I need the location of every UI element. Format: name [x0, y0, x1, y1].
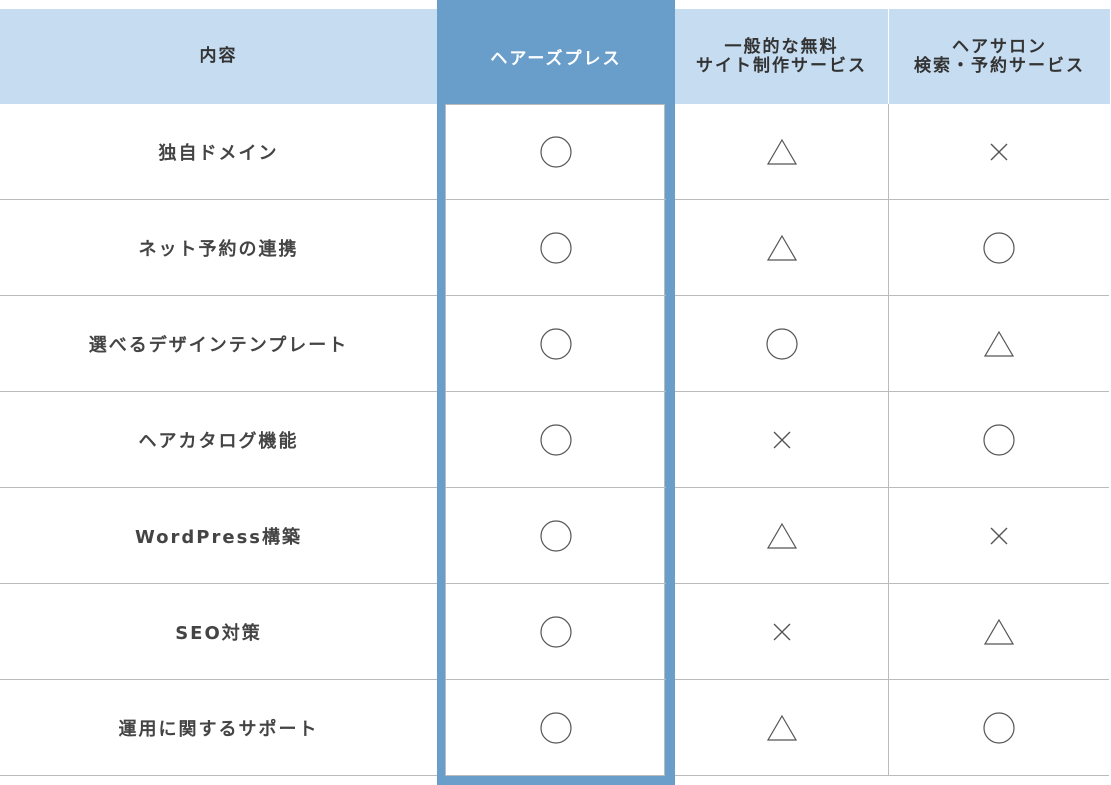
circle-icon — [540, 232, 572, 264]
circle-icon — [983, 232, 1015, 264]
cross-icon — [989, 142, 1009, 162]
featured-row-divider — [446, 391, 666, 392]
cell-salon-search-service — [889, 104, 1109, 200]
header-featured: ヘアーズプレス — [490, 49, 622, 69]
cell-free-site-service — [675, 104, 888, 200]
cross-icon — [989, 526, 1009, 546]
triangle-icon — [766, 523, 797, 549]
cell-featured — [446, 584, 666, 680]
cell-free-site-service — [675, 488, 888, 584]
circle-icon — [765, 328, 798, 360]
circle-icon — [540, 136, 572, 168]
header-col2-line2: サイト制作サービス — [696, 55, 867, 76]
row-label: SEO対策 — [175, 623, 262, 644]
circle-icon — [540, 328, 572, 360]
circle-icon — [983, 712, 1015, 744]
cell-free-site-service — [675, 584, 888, 680]
triangle-icon — [766, 139, 797, 165]
header-free-site-service: 一般的な無料 サイト制作サービス — [675, 9, 888, 104]
cell-free-site-service — [675, 200, 888, 296]
circle-icon — [540, 616, 572, 648]
header-content-label: 内容 — [199, 46, 238, 66]
cell-free-site-service — [675, 296, 888, 392]
cell-featured — [446, 296, 666, 392]
circle-icon — [983, 424, 1015, 456]
cell-free-site-service — [675, 392, 888, 488]
featured-row-divider — [446, 583, 666, 584]
row-label: ネット予約の連携 — [138, 239, 299, 260]
circle-icon — [540, 424, 572, 456]
cell-salon-search-service — [889, 680, 1109, 776]
cell-salon-search-service — [889, 200, 1109, 296]
triangle-icon — [766, 235, 797, 261]
featured-row-divider — [446, 487, 666, 488]
cell-featured — [446, 200, 666, 296]
cell-salon-search-service — [889, 296, 1109, 392]
featured-row-divider — [446, 295, 666, 296]
circle-icon — [540, 712, 572, 744]
cell-featured — [446, 488, 666, 584]
header-col2-line1: 一般的な無料 — [724, 36, 839, 57]
triangle-icon — [766, 715, 797, 741]
row-label: 選べるデザインテンプレート — [88, 335, 349, 356]
header-content: 内容 — [0, 9, 437, 104]
featured-row-divider — [446, 199, 666, 200]
row-label: 運用に関するサポート — [118, 719, 319, 740]
cell-featured — [446, 392, 666, 488]
cross-icon — [772, 430, 792, 450]
header-salon-search-service: ヘアサロン 検索・予約サービス — [888, 9, 1110, 104]
cell-free-site-service — [675, 680, 888, 776]
cell-salon-search-service — [889, 392, 1109, 488]
cell-salon-search-service — [889, 488, 1109, 584]
triangle-icon — [984, 619, 1014, 645]
column-divider — [888, 104, 889, 776]
header-col3-line2: 検索・予約サービス — [914, 55, 1085, 76]
featured-column: ヘアーズプレス — [437, 0, 675, 785]
row-label: ヘアカタログ機能 — [138, 431, 299, 452]
cross-icon — [772, 622, 792, 642]
featured-column-body — [445, 104, 665, 776]
cell-featured — [446, 104, 666, 200]
row-label: WordPress構築 — [134, 527, 303, 548]
row-label: 独自ドメイン — [158, 143, 279, 164]
featured-row-divider — [446, 679, 666, 680]
cell-salon-search-service — [889, 584, 1109, 680]
header-col3-line1: ヘアサロン — [952, 36, 1047, 57]
circle-icon — [540, 520, 572, 552]
cell-featured — [446, 680, 666, 776]
triangle-icon — [984, 331, 1014, 357]
